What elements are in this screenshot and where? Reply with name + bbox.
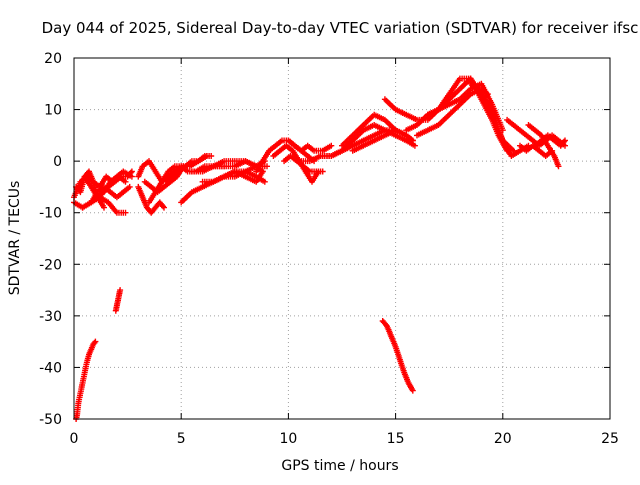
- data-series-arc-g4: [517, 142, 556, 159]
- x-tick-label: 0: [70, 431, 79, 447]
- y-tick-label: 0: [53, 154, 62, 170]
- data-series-arc-b2: [135, 183, 167, 216]
- x-tick-label: 15: [387, 431, 405, 447]
- data-series: [71, 75, 568, 422]
- data-series-arc-b6: [163, 153, 215, 185]
- y-tick-label: -30: [39, 309, 62, 325]
- x-tick-label: 20: [494, 431, 512, 447]
- data-series-arc-h3: [379, 318, 416, 394]
- x-tick-label: 10: [279, 431, 297, 447]
- y-tick-label: -20: [39, 257, 62, 273]
- y-tick-label: 20: [44, 51, 62, 67]
- data-series-arc-f4: [424, 80, 506, 134]
- plot-frame: [73, 57, 611, 420]
- data-series-arc-e3: [339, 111, 399, 149]
- x-tick-label: 25: [601, 431, 619, 447]
- data-series-arc-h2: [112, 287, 124, 314]
- data-series-arc-c5: [221, 168, 266, 185]
- data-series-arc-e4: [349, 127, 416, 154]
- y-tick-label: -10: [39, 206, 62, 222]
- axis-ticks: 0 5 10 15 20 25 -50 -40 -30 -20 -10 0 10 20: [39, 51, 619, 447]
- y-axis-label: SDTVAR / TECUs: [7, 181, 23, 296]
- y-tick-label: -50: [39, 412, 62, 428]
- data-series-arc-e2: [317, 122, 418, 159]
- x-tick-label: 5: [177, 431, 186, 447]
- data-series-arc-a5: [73, 168, 107, 211]
- gridlines: [74, 58, 610, 419]
- y-tick-label: 10: [44, 103, 62, 119]
- chart-title: Day 044 of 2025, Sidereal Day-to-day VTE…: [42, 19, 639, 37]
- data-series-arc-f5: [467, 80, 532, 159]
- data-series-arc-d3: [281, 153, 326, 175]
- x-axis-label: GPS time / hours: [281, 458, 398, 474]
- data-series-arc-b1: [98, 168, 135, 196]
- y-tick-label: -40: [39, 360, 62, 376]
